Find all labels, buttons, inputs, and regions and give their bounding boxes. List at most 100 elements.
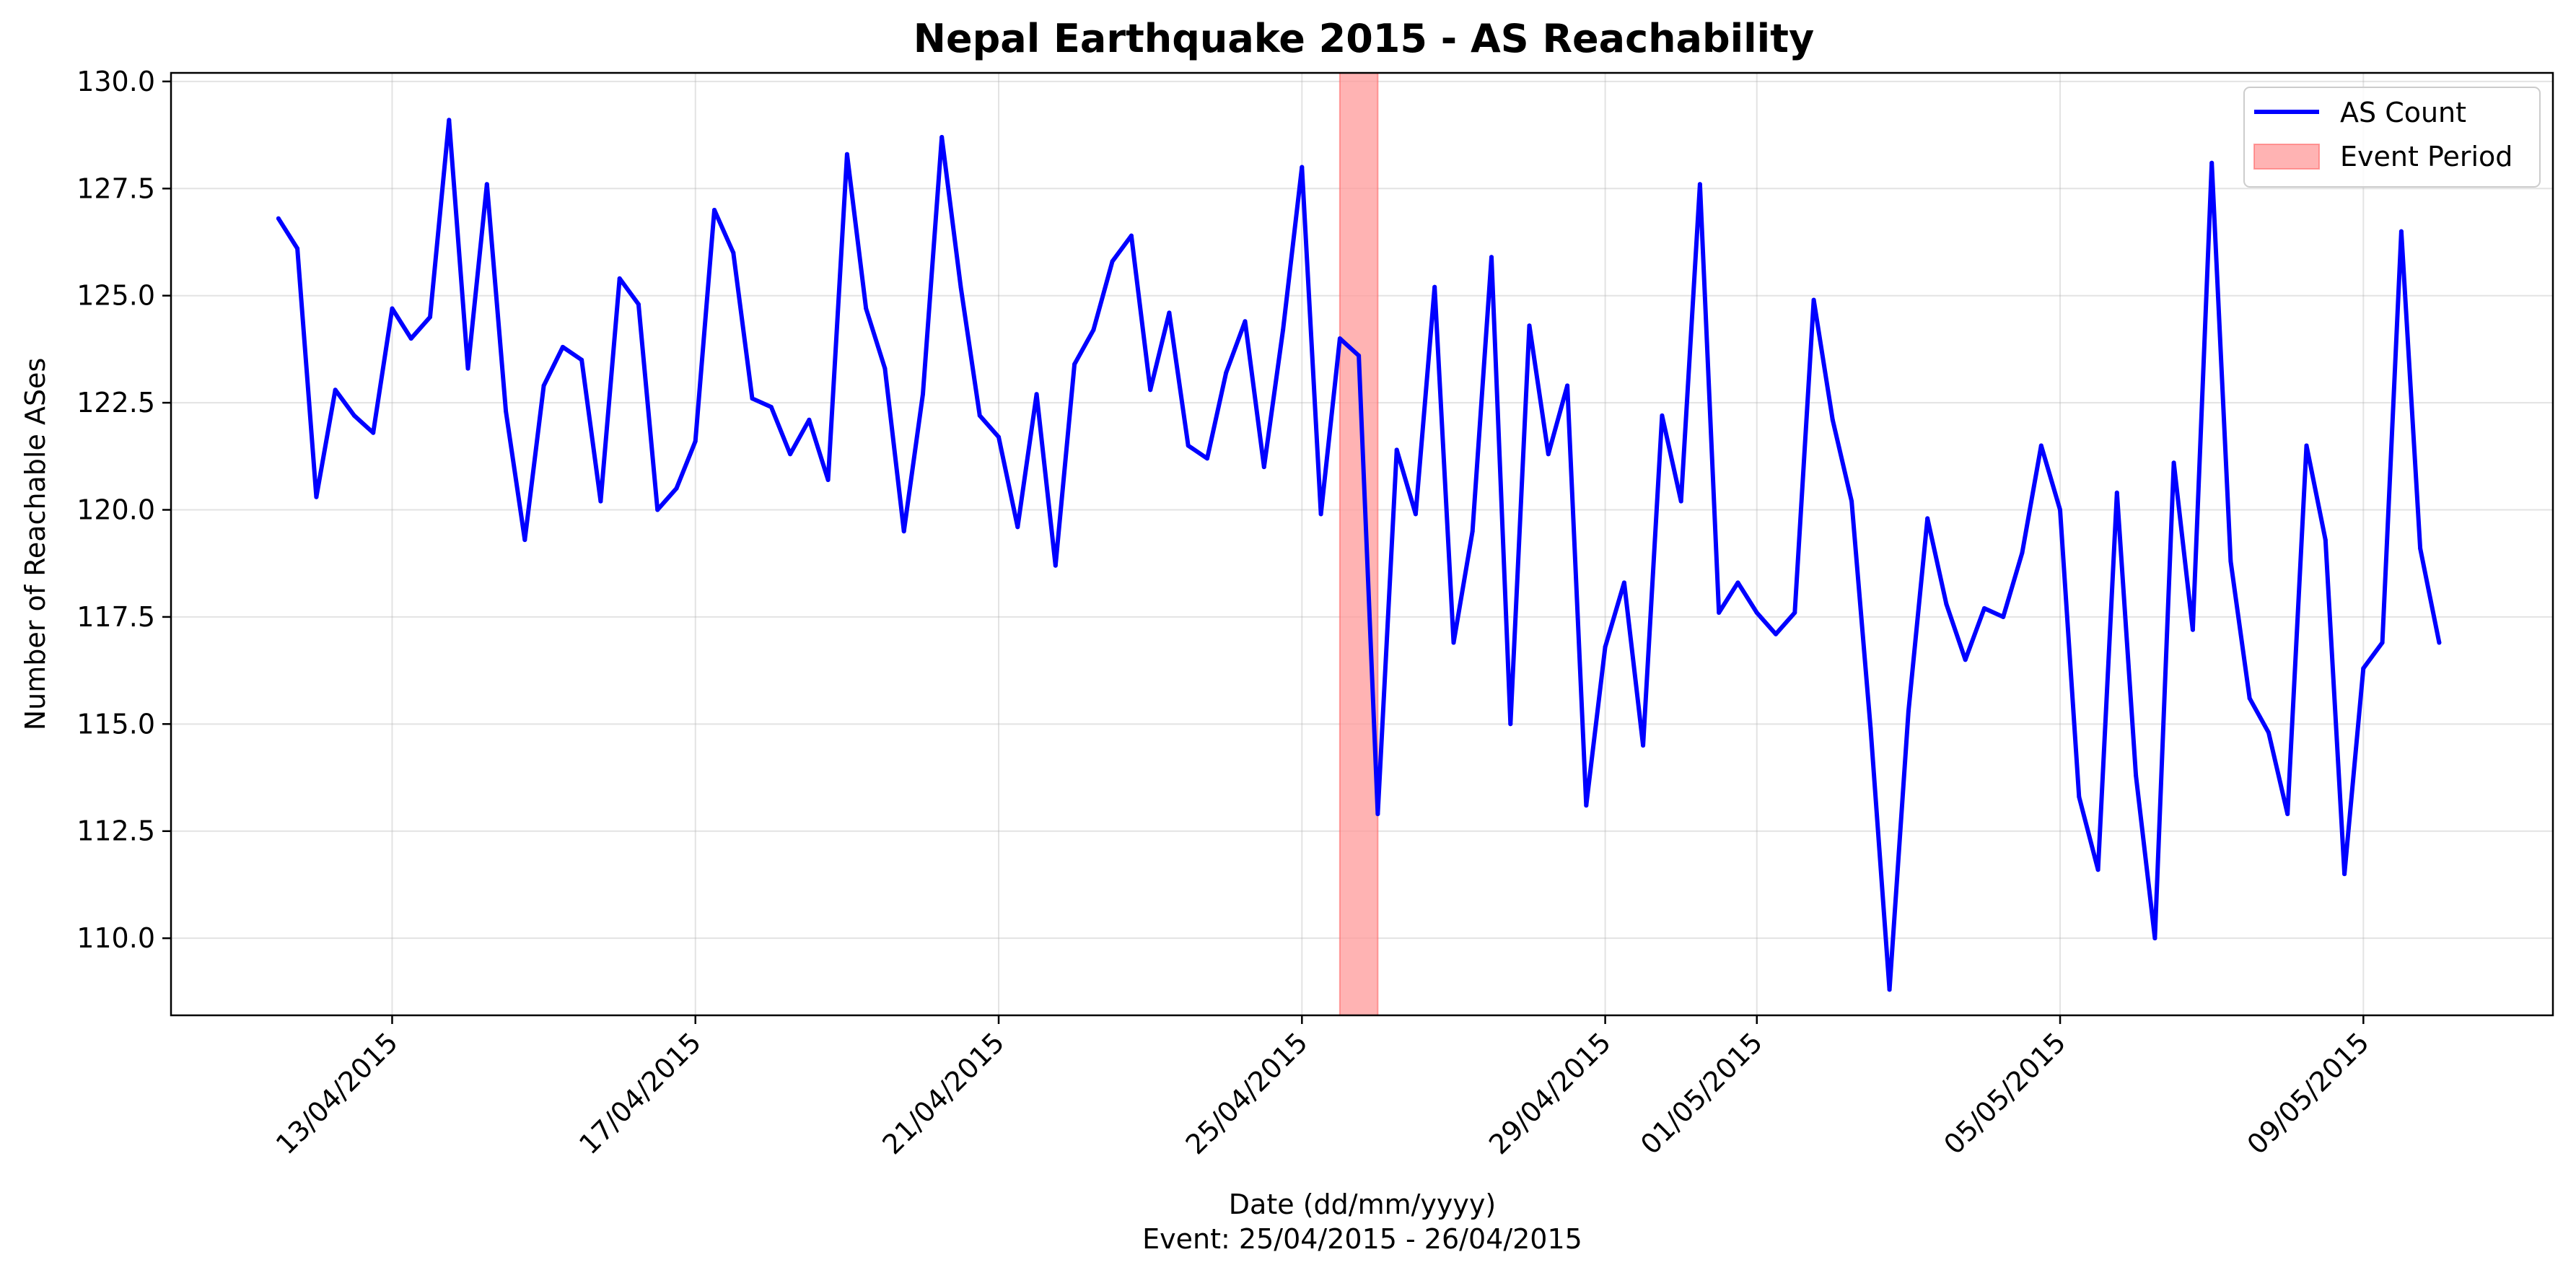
data-point [1261,465,1266,470]
data-point [807,417,812,422]
data-point [1565,383,1570,388]
data-point [1110,259,1115,264]
data-point [1394,447,1399,452]
data-point [2001,614,2006,619]
y-tick-label: 115.0 [76,708,155,740]
data-point [1091,328,1096,333]
x-tick-label: 25/04/2015 [1180,1026,1314,1160]
x-tick-label: 01/05/2015 [1634,1026,1769,1160]
data-point [693,439,698,444]
as-count-data-points [276,118,2442,992]
data-point [2304,443,2309,448]
data-point [1925,516,1930,521]
data-point [2285,812,2290,816]
data-point [1357,353,1362,358]
data-point [333,388,338,393]
data-point [2418,546,2423,551]
data-point [1034,392,1039,397]
data-point [276,216,281,221]
data-point [636,302,641,307]
data-point [2380,640,2385,645]
data-point [504,409,509,413]
data-point [750,396,755,401]
y-axis-label: Number of Reachable ASes [19,358,51,731]
legend-label-event-period: Event Period [2340,141,2513,172]
data-point [882,366,888,371]
y-tick-label: 112.5 [76,815,155,847]
data-point [1015,525,1020,530]
data-point [844,152,849,157]
x-axis-ticks: 13/04/2015 17/04/2015 21/04/2015 25/04/2015… [270,1015,2375,1160]
x-tick-label: 09/05/2015 [2241,1026,2375,1160]
data-point [2323,538,2328,543]
x-tick-label: 17/04/2015 [573,1026,707,1160]
data-point [1148,388,1153,393]
legend-swatch-event-period [2253,144,2320,170]
data-point [2437,640,2442,645]
data-point [1963,657,1968,662]
data-point [2058,507,2062,512]
y-tick-label: 127.5 [76,172,155,204]
data-point [1224,370,1229,375]
data-point [655,507,660,512]
x-tick-label: 29/04/2015 [1483,1026,1617,1160]
data-point [674,486,679,491]
data-point [1754,610,1759,615]
data-point [1072,362,1077,367]
data-point [958,284,963,289]
data-point [1337,336,1342,341]
data-point [1621,580,1626,585]
data-point [1868,726,1873,731]
data-point [977,413,982,418]
data-point [1508,722,1513,727]
data-point [351,413,356,418]
data-point [541,383,546,388]
data-point [1678,499,1683,504]
y-tick-label: 120.0 [76,494,155,526]
y-tick-label: 117.5 [76,601,155,633]
data-point [1129,233,1134,238]
legend: AS Count Event Period [2243,87,2541,188]
data-point [2171,460,2176,465]
data-point [2077,795,2082,800]
data-point [1186,443,1191,448]
data-point [295,246,300,251]
data-point [579,357,584,362]
data-point [731,250,736,255]
data-point [465,366,470,371]
data-point [1641,743,1646,748]
data-point [484,182,489,187]
data-point [408,336,413,341]
data-point [1489,255,1494,260]
x-tick-label: 21/04/2015 [876,1026,1010,1160]
data-point [1167,310,1172,315]
event-period-band [1339,72,1379,1016]
data-point [996,434,1001,439]
y-tick-label: 130.0 [76,66,155,97]
event-range-note: Event: 25/04/2015 - 26/04/2015 [1142,1223,1582,1255]
data-point [901,529,906,534]
data-point [939,135,945,139]
data-point [598,499,603,504]
data-point [2038,443,2043,448]
data-point [390,306,395,311]
data-point [1053,563,1058,568]
data-point [314,494,319,499]
y-tick-label: 110.0 [76,922,155,954]
data-point [2134,773,2139,778]
data-point [1944,602,1949,607]
data-point [1849,499,1854,504]
data-point [1584,803,1589,808]
data-point [617,276,622,281]
data-point [2114,490,2119,495]
x-tick-label: 13/04/2015 [270,1026,404,1160]
x-axis-label: Date (dd/mm/yyyy) [1229,1189,1496,1220]
data-point [1470,529,1475,534]
data-point [2209,160,2214,165]
x-tick-label: 05/05/2015 [1937,1026,2072,1160]
data-point [1830,417,1835,422]
data-point [1906,709,1911,714]
data-point [2361,666,2366,671]
data-point [825,478,831,482]
data-point [1527,323,1532,328]
